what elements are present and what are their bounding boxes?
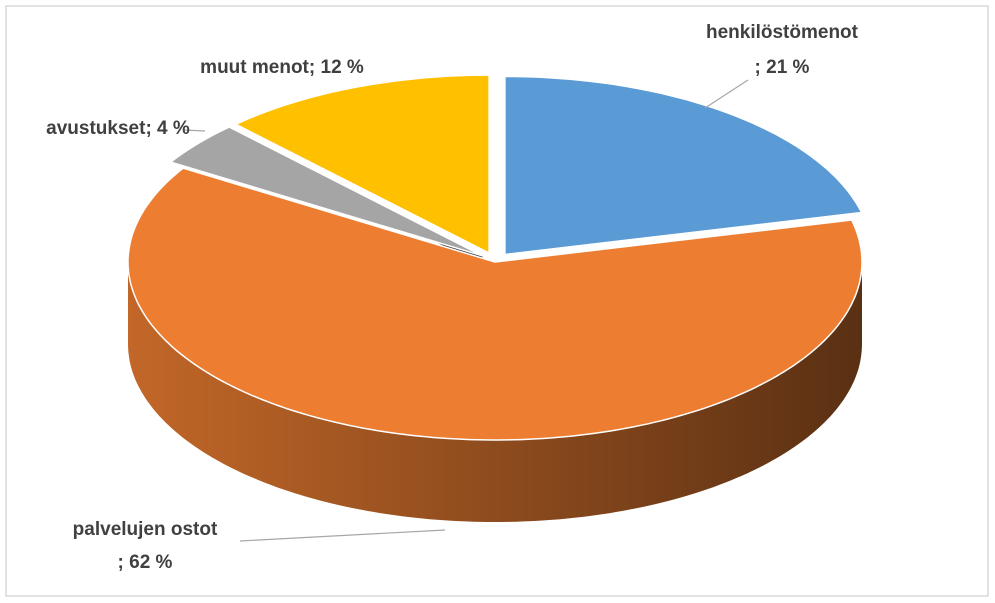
label-value: ; 21 % [755, 57, 810, 78]
leader-line [239, 529, 446, 542]
slice [235, 74, 490, 254]
label-category: palvelujen ostot [73, 519, 218, 540]
label-category: muut menot [200, 57, 309, 78]
data-label: avustukset; 4 % [46, 118, 190, 139]
slice-side [128, 262, 862, 522]
leader-line [704, 79, 749, 109]
label-value: ; 12 % [309, 57, 364, 78]
slice [504, 75, 863, 256]
labels: henkilöstömenot ; 21 % palvelujen ostot ; 6… [46, 22, 858, 573]
label-value: ; 4 % [145, 118, 189, 139]
label-category: henkilöstömenot [706, 22, 859, 43]
leader-line [183, 129, 206, 132]
label-value: ; 62 % [118, 552, 173, 573]
slice [169, 126, 484, 257]
slice [127, 167, 863, 441]
label-category: avustukset [46, 118, 146, 139]
pie [127, 74, 863, 522]
data-label: muut menot; 12 % [200, 57, 364, 78]
